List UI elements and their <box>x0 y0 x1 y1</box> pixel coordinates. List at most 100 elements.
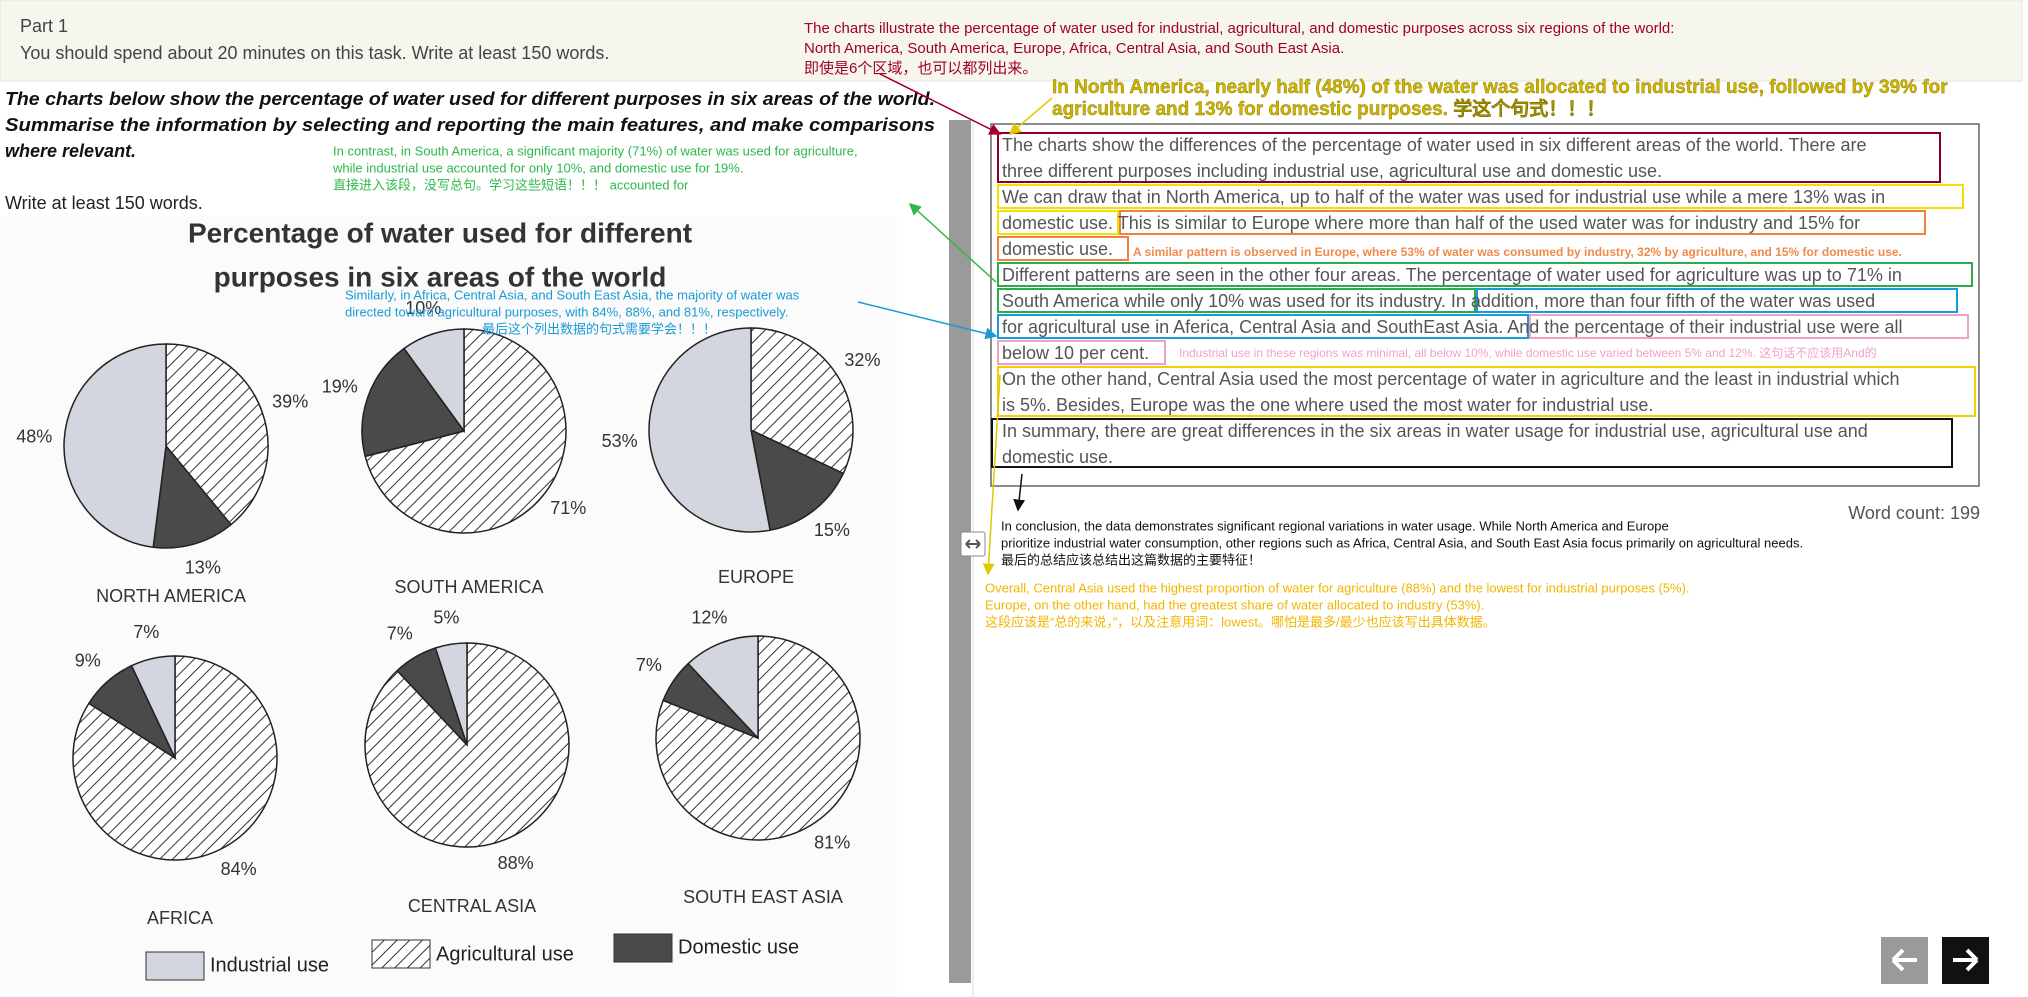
highlight-box <box>1529 314 1969 339</box>
annotation-intro: 即使是6个区域，也可以都列出来。 <box>804 60 1037 77</box>
annotation-north-america: agriculture and 13% for domestic purpose… <box>1052 97 1605 120</box>
annotation-south-america: In contrast, in South America, a signifi… <box>333 143 858 158</box>
slice-label: 32% <box>844 350 880 370</box>
essay-line: We can draw that in North America, up to… <box>1002 187 1885 207</box>
slice-label: 81% <box>814 833 850 853</box>
highlight-box <box>997 210 1119 235</box>
annotation-low-industry: Industrial use in these regions was mini… <box>1179 345 1877 360</box>
arrow <box>982 374 1001 576</box>
word-count: Word count: 199 <box>1848 503 1980 523</box>
legend-swatch <box>613 933 673 963</box>
pie-slice <box>152 444 233 549</box>
prev-icon <box>1891 948 1917 972</box>
arrow <box>857 301 998 340</box>
annotation-overall: 这段应该是“总的来说，”，以及注意用词：lowest。哪怕是最多/最少也应该写出… <box>985 614 1496 629</box>
pie-slice <box>648 327 771 533</box>
highlight-box <box>997 314 1529 339</box>
slice-label: 12% <box>691 608 727 628</box>
annotation-similar-areas: 最后这个列出数据的句式需要学会！！！ <box>482 321 716 336</box>
highlight-box <box>991 418 1953 468</box>
prompt-reminder: Write at least 150 words. <box>5 193 203 213</box>
pie-slice <box>402 328 465 434</box>
essay-line: is 5%. Besides, Europe was the one where… <box>1002 395 1653 415</box>
region-name: NORTH AMERICA <box>96 586 246 606</box>
arrows <box>857 73 1053 576</box>
prompt-line: Summarise the information by selecting a… <box>5 115 935 135</box>
part-label: Part 1 <box>20 16 68 36</box>
annotation-conclusion: 最后的总结应该总结出这篇数据的主要特征！ <box>1001 552 1261 567</box>
highlight-box <box>997 288 1476 313</box>
pie-slice <box>364 328 567 534</box>
annotations: The charts illustrate the percentage of … <box>332 20 1948 629</box>
arrow <box>908 202 997 283</box>
essay-line: domestic use. <box>1002 239 1113 259</box>
essay-text: The charts show the differences of the p… <box>1002 135 1903 467</box>
slice-label: 7% <box>387 624 413 644</box>
highlight-box <box>1476 288 1958 313</box>
instruction: You should spend about 20 minutes on thi… <box>20 43 609 63</box>
region-name: EUROPE <box>718 567 794 587</box>
pie-slice <box>130 655 176 759</box>
essay-line: The charts show the differences of the p… <box>1002 135 1867 155</box>
essay-line: South America while only 10% was used fo… <box>1002 291 1875 311</box>
resize-icon <box>965 539 981 549</box>
arrow <box>1008 97 1053 135</box>
pie-slice <box>434 642 468 746</box>
annotation-overall: Europe, on the other hand, had the great… <box>985 597 1484 612</box>
highlights <box>991 132 1976 468</box>
arrow <box>879 73 1002 135</box>
highlight-box <box>997 184 1964 209</box>
slice-label: 15% <box>814 520 850 540</box>
highlight-box <box>1119 210 1926 235</box>
annotation-conclusion: prioritize industrial water consumption,… <box>1001 535 1803 550</box>
next-icon <box>1953 948 1979 972</box>
prompt-line: where relevant. <box>5 141 136 161</box>
essay-line: domestic use. This is similar to Europe … <box>1002 213 1860 233</box>
annotation-similar-areas: Similarly, in Africa, Central Asia, and … <box>345 287 800 302</box>
pie-slice <box>687 635 759 740</box>
essay-line: Different patterns are seen in the other… <box>1002 265 1902 285</box>
highlight-box <box>997 340 1166 365</box>
slice-label: 13% <box>185 558 221 578</box>
slice-label: 53% <box>602 431 638 451</box>
essay-line: three different purposes including indus… <box>1002 161 1662 181</box>
essay-line: domestic use. <box>1002 447 1113 467</box>
slice-label: 9% <box>75 651 101 671</box>
essay-line: below 10 per cent. <box>1002 343 1149 363</box>
header-bar <box>0 0 2023 82</box>
annotation-intro: The charts illustrate the percentage of … <box>804 20 1674 37</box>
region-name: CENTRAL ASIA <box>408 896 536 916</box>
slice-label: 5% <box>433 607 459 627</box>
arrow <box>1013 473 1026 512</box>
legend-label: Agricultural use <box>436 943 574 965</box>
pie-slice <box>165 343 269 526</box>
essay-line: In summary, there are great differences … <box>1002 421 1868 441</box>
annotation-overall: Overall, Central Asia used the highest p… <box>985 580 1690 595</box>
essay-line: On the other hand, Central Asia used the… <box>1002 369 1900 389</box>
chart-title: Percentage of water used for different <box>188 217 692 248</box>
slice-label: 7% <box>133 622 159 642</box>
pie-slice <box>364 642 570 848</box>
legend-swatch <box>371 939 431 969</box>
region-name: SOUTH AMERICA <box>394 577 543 597</box>
slice-label: 88% <box>498 853 534 873</box>
region-name: AFRICA <box>147 908 213 928</box>
slice-label: 71% <box>550 498 586 518</box>
annotation-north-america: In North America, nearly half (48%) of t… <box>1052 77 1948 98</box>
splitter[interactable] <box>949 120 971 983</box>
annotation-intro: North America, South America, Europe, Af… <box>804 40 1344 57</box>
annotation-south-america: while industrial use accounted for only … <box>332 160 743 175</box>
annotation-conclusion: In conclusion, the data demonstrates sig… <box>1001 518 1669 533</box>
slice-label: 7% <box>636 655 662 675</box>
region-name: SOUTH EAST ASIA <box>683 887 843 907</box>
essay-line: for agricultural use in Aferica, Central… <box>1002 317 1903 337</box>
slice-label: 10% <box>405 298 441 318</box>
chart-title: purposes in six areas of the world <box>214 261 667 292</box>
annotation-europe: A similar pattern is observed in Europe,… <box>1133 245 1902 259</box>
legend-swatch <box>145 951 205 981</box>
annotation-similar-areas: directed toward agricultural purposes, w… <box>345 304 788 319</box>
pie-slice <box>63 343 167 549</box>
slice-label: 84% <box>221 859 257 879</box>
pie-slice <box>361 347 466 458</box>
